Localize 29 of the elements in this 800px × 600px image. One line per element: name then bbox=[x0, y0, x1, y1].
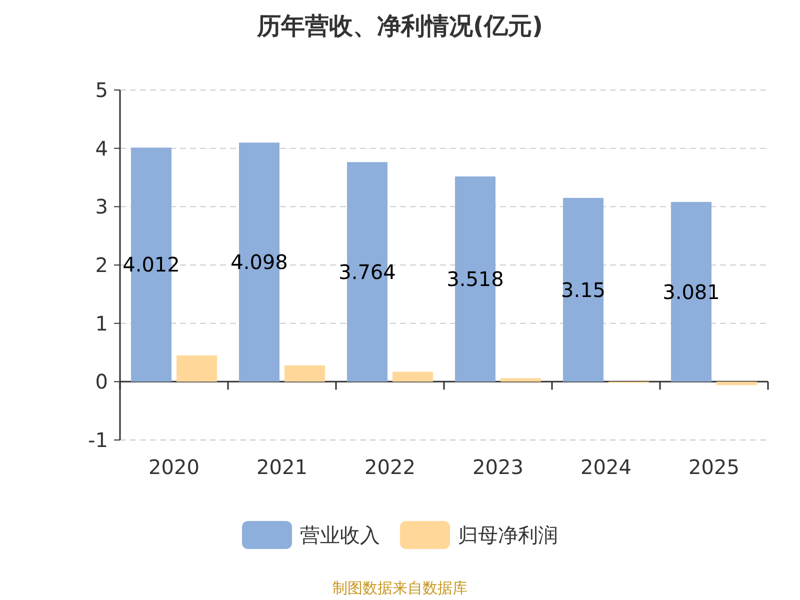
y-tick-label: 5 bbox=[95, 78, 108, 102]
data-label: 4.098 bbox=[230, 250, 288, 274]
y-tick-label: 3 bbox=[95, 194, 108, 219]
y-tick-label: 1 bbox=[95, 311, 108, 336]
x-tick-label: 2022 bbox=[364, 455, 416, 479]
data-label: 3.15 bbox=[560, 278, 606, 302]
bar bbox=[716, 382, 757, 386]
data-label: 4.012 bbox=[122, 252, 180, 277]
x-tick-label: 2021 bbox=[256, 455, 308, 479]
bar bbox=[176, 355, 217, 382]
x-tick-label: 2025 bbox=[688, 455, 740, 479]
y-tick-label: -1 bbox=[88, 428, 108, 452]
legend-label: 归母净利润 bbox=[458, 523, 558, 547]
x-tick-label: 2023 bbox=[472, 455, 524, 479]
x-tick-label: 2024 bbox=[580, 455, 632, 479]
data-label: 3.081 bbox=[662, 280, 720, 304]
bar bbox=[284, 365, 325, 382]
data-label: 3.764 bbox=[338, 260, 396, 284]
bar bbox=[563, 198, 604, 382]
bar bbox=[500, 378, 541, 382]
y-tick-label: 0 bbox=[95, 370, 108, 394]
legend-label: 营业收入 bbox=[300, 523, 380, 547]
x-tick-label: 2020 bbox=[148, 455, 200, 479]
bar bbox=[392, 372, 433, 382]
text: 制图数据来自数据库 bbox=[332, 579, 468, 597]
chart-title: 历年营收、净利情况(亿元) bbox=[256, 12, 543, 40]
data-label: 3.518 bbox=[446, 267, 504, 292]
y-tick-label: 4 bbox=[95, 136, 108, 160]
y-tick-label: 2 bbox=[95, 253, 108, 277]
